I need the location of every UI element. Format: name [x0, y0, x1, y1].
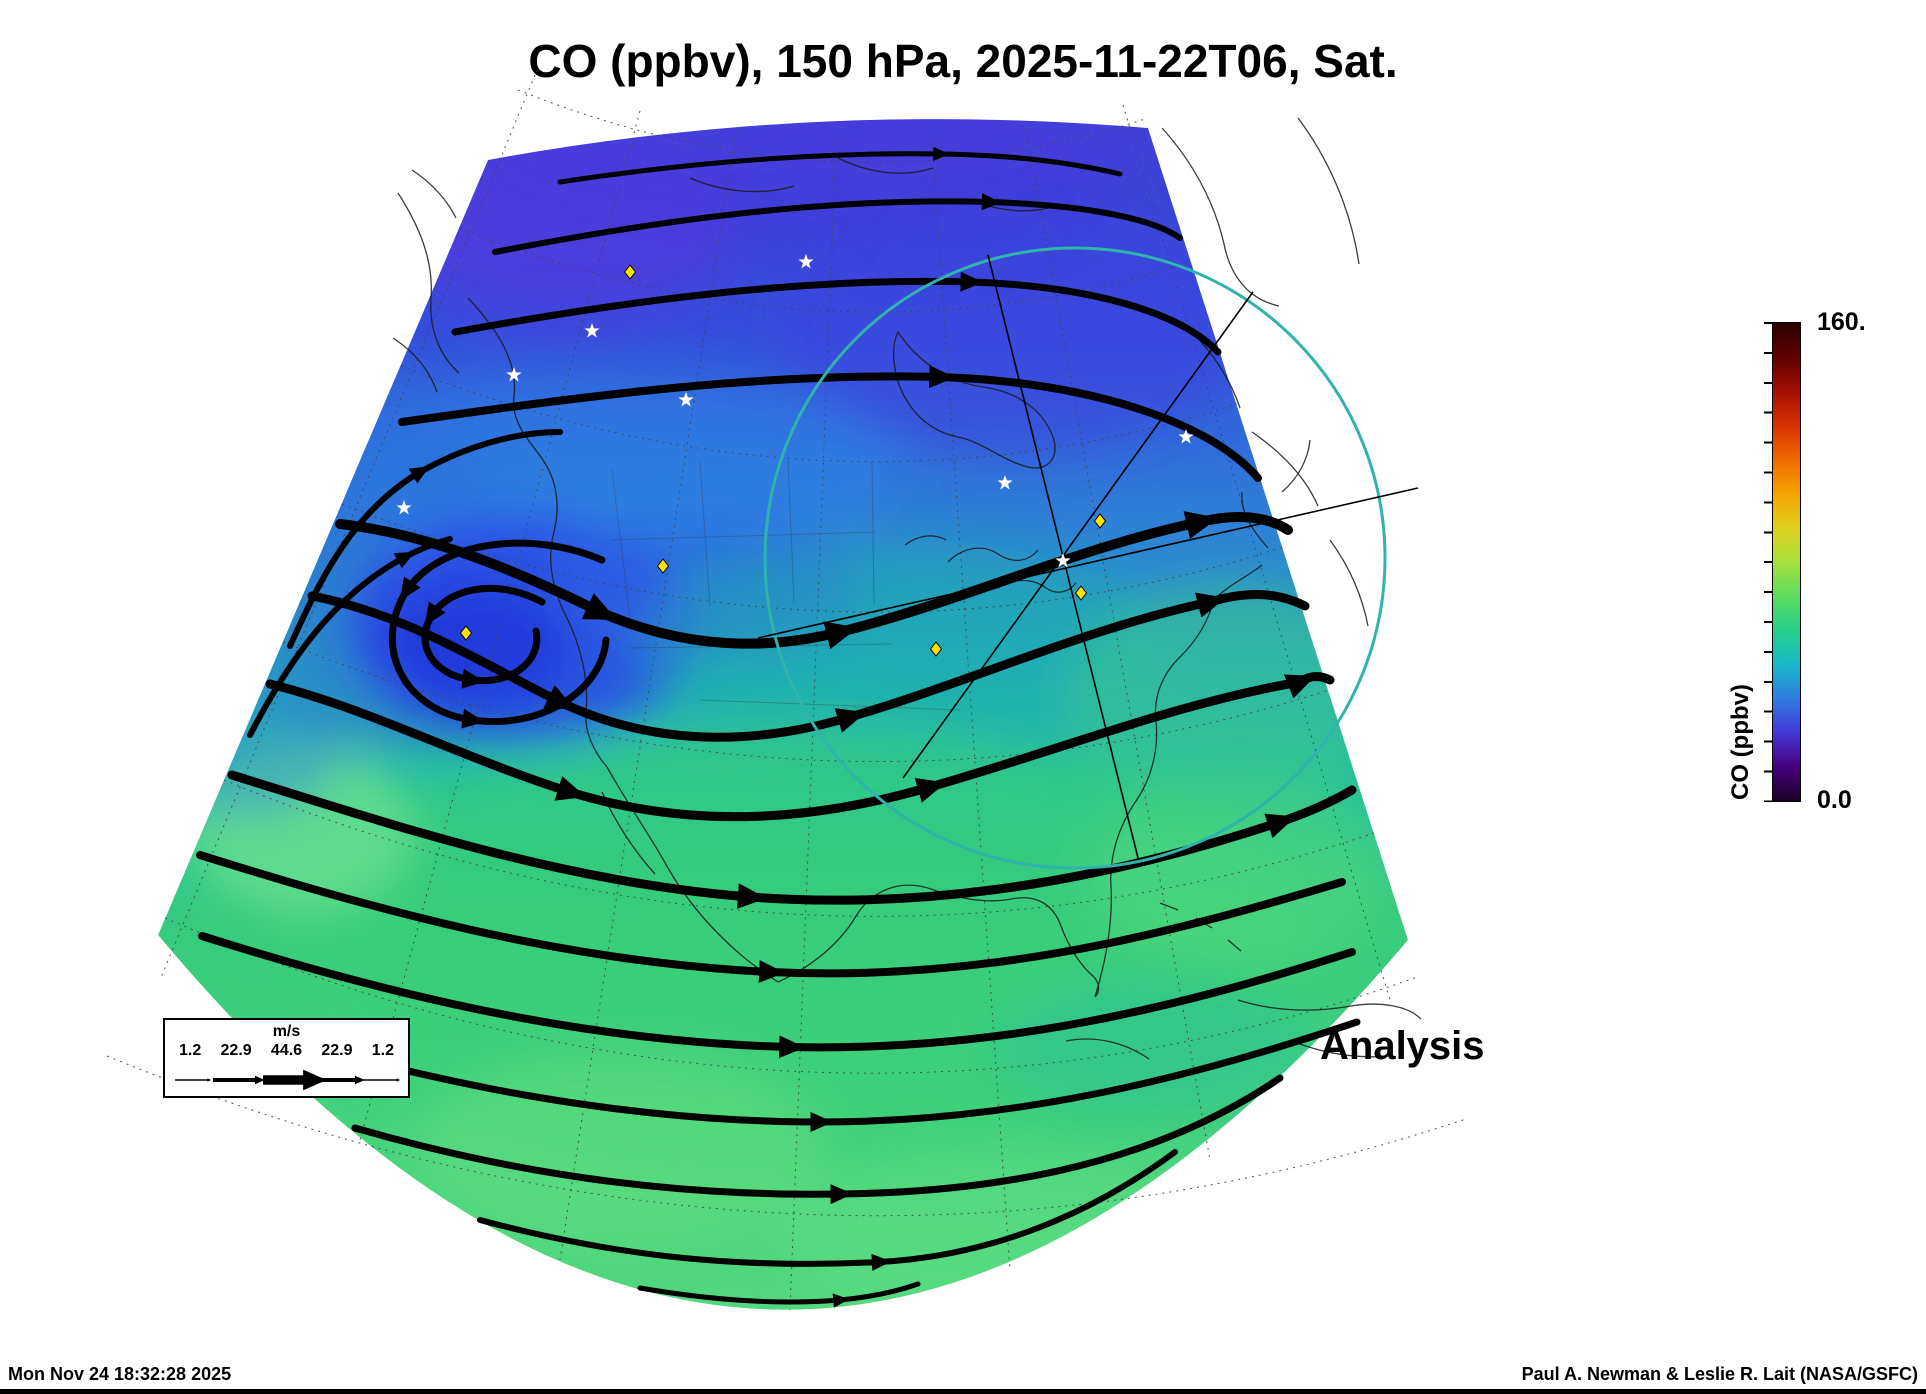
satellite-ground-track — [757, 487, 1419, 639]
city-star-marker — [997, 475, 1013, 490]
wind-speed-value: 22.9 — [321, 1042, 353, 1059]
wind-speed-value: 44.6 — [270, 1042, 303, 1059]
generation-timestamp: Mon Nov 24 18:32:28 2025 — [8, 1364, 232, 1384]
wind-legend-speeds: 1.2 22.9 44.6 22.9 1.2 — [165, 1042, 408, 1060]
city-star-marker — [506, 367, 522, 382]
wind-speed-value: 22.9 — [220, 1042, 252, 1059]
wind-arrow-scale — [175, 1069, 401, 1091]
wind-streamlines — [196, 146, 1361, 1308]
observation-diamond-marker — [459, 625, 473, 641]
credit-line: Paul A. Newman & Leslie R. Lait (NASA/GS… — [1521, 1364, 1918, 1384]
colorbar: CO (ppbv) 160. 0.0 — [1725, 300, 1925, 820]
observation-diamond-marker — [1093, 513, 1107, 529]
wind-legend-units: m/s — [272, 1023, 301, 1040]
observation-diamond-marker — [623, 264, 637, 280]
station-marker-layer — [396, 254, 1194, 657]
analysis-label: Analysis — [1320, 1024, 1485, 1068]
observation-diamond-marker — [929, 641, 943, 657]
observation-diamond-marker — [656, 558, 670, 574]
city-star-marker — [584, 323, 600, 338]
colorbar-axis-label: CO (ppbv) — [1727, 684, 1754, 800]
page-title: CO (ppbv), 150 hPa, 2025-11-22T06, Sat. — [528, 35, 1398, 87]
wind-speed-value: 1.2 — [371, 1042, 394, 1059]
wind-speed-legend: m/s 1.2 22.9 44.6 22.9 1.2 — [163, 1018, 410, 1098]
bottom-rule — [0, 1389, 1926, 1394]
satellite-ground-track — [902, 291, 1254, 779]
colorbar-ticks — [1764, 322, 1772, 802]
colorbar-gradient — [1772, 322, 1801, 802]
city-star-marker — [1178, 429, 1194, 444]
city-star-marker — [678, 392, 694, 407]
city-star-marker — [798, 254, 814, 269]
colorbar-min-label: 0.0 — [1817, 786, 1852, 814]
colorbar-max-label: 160. — [1817, 308, 1866, 336]
observation-diamond-marker — [1074, 585, 1088, 601]
wind-speed-value: 1.2 — [179, 1042, 202, 1059]
city-star-marker — [396, 500, 412, 515]
city-star-marker — [1055, 553, 1071, 568]
satellite-footprint-circle — [763, 246, 1387, 870]
